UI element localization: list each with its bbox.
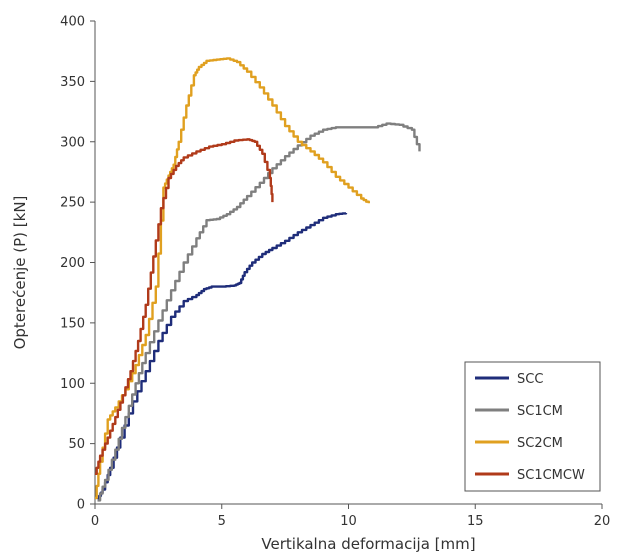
y-tick-label: 250 (60, 196, 85, 211)
legend: SCC SC1CM SC2CM SC1CMCW (464, 361, 601, 492)
x-tick-label: 5 (218, 514, 226, 529)
series-line-scc (97, 212, 348, 501)
series-lines (95, 57, 421, 502)
y-axis-title: Opterećenje (P) [kN] (11, 196, 29, 350)
x-axis-title: Vertikalna deformacija [mm] (261, 535, 475, 553)
y-tick-label: 0 (77, 498, 85, 513)
series-line-sc2cm (95, 57, 370, 500)
x-tick-label: 0 (91, 514, 99, 529)
series-line-sc1cmcw (95, 138, 274, 475)
x-tick-label: 15 (467, 514, 484, 529)
legend-label: SC1CMCW (517, 468, 585, 483)
y-tick-label: 350 (60, 75, 85, 90)
series-line-sc1cm (97, 122, 421, 502)
y-axis-ticks: 0 50 100 150 200 250 300 350 400 (60, 15, 95, 513)
x-tick-label: 10 (340, 514, 357, 529)
legend-box (464, 361, 601, 492)
y-tick-label: 100 (60, 377, 85, 392)
legend-label: SC1CM (517, 404, 563, 419)
y-tick-label: 50 (68, 437, 85, 452)
legend-label: SC2CM (517, 436, 563, 451)
y-tick-label: 400 (60, 15, 85, 30)
legend-label: SCC (517, 372, 543, 387)
x-axis-ticks: 0 5 10 15 20 (91, 504, 610, 529)
y-tick-label: 150 (60, 316, 85, 331)
y-tick-label: 200 (60, 256, 85, 271)
y-tick-label: 300 (60, 135, 85, 150)
x-tick-label: 20 (594, 514, 611, 529)
